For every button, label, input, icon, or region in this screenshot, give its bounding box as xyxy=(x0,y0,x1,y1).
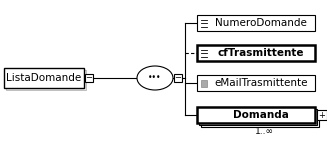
Bar xyxy=(197,75,315,91)
Text: +: + xyxy=(318,111,325,119)
Text: −: − xyxy=(85,74,93,82)
Bar xyxy=(85,74,93,82)
Text: eMailTrasmittente: eMailTrasmittente xyxy=(214,78,308,88)
Text: Domanda: Domanda xyxy=(233,110,289,120)
Bar xyxy=(201,79,207,86)
Bar xyxy=(197,15,315,31)
Bar xyxy=(6,70,86,90)
Bar xyxy=(4,68,84,88)
Text: NumeroDomande: NumeroDomande xyxy=(215,18,307,28)
Bar xyxy=(174,74,181,82)
Bar xyxy=(201,111,319,127)
Text: −: − xyxy=(174,74,181,82)
Text: •••: ••• xyxy=(148,74,162,82)
Bar xyxy=(197,107,315,123)
Bar xyxy=(197,45,315,61)
Text: ListaDomande: ListaDomande xyxy=(6,73,82,83)
Ellipse shape xyxy=(137,66,173,90)
Text: cfTrasmittente: cfTrasmittente xyxy=(218,48,304,58)
Text: 1..∞: 1..∞ xyxy=(254,127,273,136)
Bar xyxy=(199,109,317,125)
Bar xyxy=(317,110,327,120)
